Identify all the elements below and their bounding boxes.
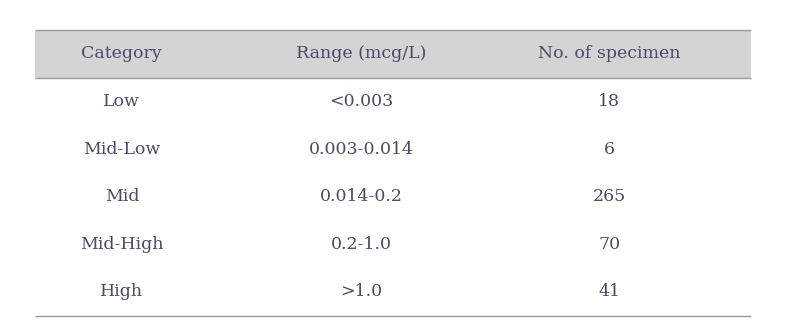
- Text: >1.0: >1.0: [340, 283, 383, 300]
- Text: Mid: Mid: [105, 188, 139, 205]
- Text: 70: 70: [598, 236, 620, 253]
- Text: No. of specimen: No. of specimen: [538, 45, 681, 62]
- Bar: [35, 30, 751, 77]
- Text: 0.2-1.0: 0.2-1.0: [331, 236, 392, 253]
- Text: 41: 41: [598, 283, 620, 300]
- Text: Range (mcg/L): Range (mcg/L): [296, 45, 427, 62]
- Text: 6: 6: [604, 141, 615, 158]
- Text: Low: Low: [104, 93, 140, 110]
- Text: High: High: [101, 283, 143, 300]
- Text: Mid-Low: Mid-Low: [83, 141, 160, 158]
- Text: Category: Category: [82, 45, 162, 62]
- Text: 0.014-0.2: 0.014-0.2: [320, 188, 403, 205]
- Text: 18: 18: [598, 93, 620, 110]
- Text: 265: 265: [593, 188, 626, 205]
- Text: Mid-High: Mid-High: [80, 236, 163, 253]
- Text: <0.003: <0.003: [329, 93, 394, 110]
- Text: 0.003-0.014: 0.003-0.014: [309, 141, 414, 158]
